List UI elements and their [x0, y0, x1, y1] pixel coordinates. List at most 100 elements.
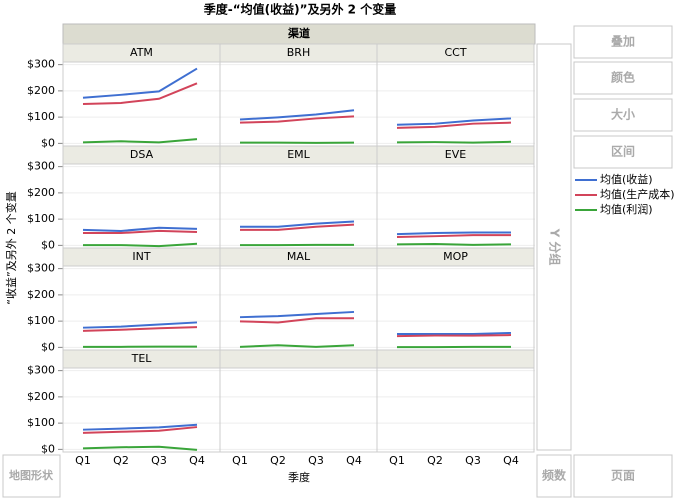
- y-tick-label: $100: [27, 110, 55, 123]
- panel: [62, 367, 221, 453]
- y-tick-label: $300: [27, 262, 55, 275]
- series-line: [83, 242, 198, 248]
- button-label[interactable]: 叠加: [611, 34, 635, 49]
- y-tick-label: $0: [41, 238, 55, 251]
- facet-name: ATM: [130, 46, 153, 59]
- x-tick-label: Q1: [232, 454, 248, 467]
- series-line: [397, 331, 512, 335]
- x-tick-label: Q1: [389, 454, 405, 467]
- y-tick-label: $0: [41, 136, 55, 149]
- series-line: [239, 344, 355, 348]
- series-line: [82, 423, 198, 431]
- facet-name: DSA: [130, 148, 154, 161]
- series-line: [239, 310, 355, 319]
- series-line: [240, 223, 355, 231]
- panel: [62, 265, 221, 351]
- x-tick-label: Q2: [113, 454, 129, 467]
- x-tick-label: Q4: [189, 454, 205, 467]
- button[interactable]: [573, 135, 673, 169]
- facet-name: TEL: [131, 352, 153, 365]
- facet-name: BRH: [287, 46, 310, 59]
- x-tick-label: Q2: [270, 454, 286, 467]
- series-line: [82, 321, 198, 329]
- series-line: [82, 67, 198, 99]
- panel: [219, 163, 378, 249]
- panel: [376, 61, 535, 147]
- series-line: [83, 229, 198, 235]
- drop-zone-label[interactable]: 页面: [611, 469, 635, 483]
- button[interactable]: [573, 98, 673, 132]
- y-tick-label: $300: [27, 58, 55, 71]
- series-line: [396, 334, 512, 338]
- series-line: [239, 317, 354, 324]
- chart-title: 季度-“均值(收益)”及另外 2 个变量: [203, 2, 396, 17]
- button-label[interactable]: 大小: [611, 107, 635, 122]
- y-tick-label: $300: [27, 364, 55, 377]
- series-line: [82, 426, 198, 434]
- y-tick-label: $300: [27, 160, 55, 173]
- facet-name: EML: [287, 148, 310, 161]
- series-line: [82, 82, 198, 105]
- panel: [376, 265, 535, 351]
- x-tick-label: Q3: [308, 454, 324, 467]
- series-line: [240, 220, 355, 228]
- drop-zone-label[interactable]: Y 分组: [548, 228, 563, 266]
- y-tick-label: $0: [41, 340, 55, 353]
- x-axis-title: 季度: [288, 470, 310, 484]
- panel: [62, 163, 221, 249]
- series-line: [82, 445, 198, 451]
- y-tick-label: $100: [27, 416, 55, 429]
- series-line: [396, 234, 511, 238]
- series-line: [396, 117, 512, 126]
- x-tick-label: Q4: [346, 454, 362, 467]
- facet-strip: [376, 349, 535, 369]
- drop-zone[interactable]: [536, 43, 572, 451]
- drop-zone[interactable]: [573, 454, 673, 498]
- button-label[interactable]: 区间: [611, 144, 635, 159]
- y-tick-label: $200: [27, 288, 55, 301]
- facet-name: INT: [132, 250, 150, 263]
- x-tick-label: Q1: [75, 454, 91, 467]
- drop-zone-label[interactable]: 频数: [542, 468, 567, 483]
- panel: [376, 367, 535, 453]
- panel: [219, 61, 378, 147]
- x-tick-label: Q2: [427, 454, 443, 467]
- y-tick-label: $0: [41, 442, 55, 455]
- facet-name: MOP: [443, 250, 468, 263]
- facet-label: 渠道: [288, 26, 310, 40]
- y-tick-label: $200: [27, 84, 55, 97]
- y-tick-label: $100: [27, 314, 55, 327]
- drop-zone-label[interactable]: 地图形状: [9, 468, 54, 482]
- facet-name: EVE: [445, 148, 466, 161]
- series-line: [82, 138, 198, 144]
- drop-zone[interactable]: [2, 454, 61, 498]
- panel: [219, 265, 378, 351]
- series-line: [239, 115, 355, 124]
- y-tick-label: $200: [27, 186, 55, 199]
- facet-name: CCT: [444, 46, 466, 59]
- facet-strip: [219, 349, 378, 369]
- legend-label: 均值(生产成本): [600, 187, 675, 201]
- legend-label: 均值(收益): [600, 172, 653, 186]
- series-line: [82, 226, 198, 232]
- series-line: [396, 140, 512, 144]
- series-line: [396, 121, 512, 129]
- x-tick-label: Q3: [151, 454, 167, 467]
- series-line: [396, 231, 511, 236]
- button[interactable]: [573, 61, 673, 95]
- button-label[interactable]: 颜色: [611, 70, 635, 85]
- x-tick-label: Q3: [465, 454, 481, 467]
- series-line: [396, 243, 512, 246]
- facet-name: MAL: [287, 250, 311, 263]
- legend-label: 均值(利润): [600, 202, 653, 216]
- y-axis-title: “收益”及另外 2 个变量: [4, 191, 18, 304]
- button[interactable]: [573, 25, 673, 59]
- y-tick-label: $200: [27, 390, 55, 403]
- panel: [219, 367, 378, 453]
- x-tick-label: Q4: [503, 454, 519, 467]
- y-tick-label: $100: [27, 212, 55, 225]
- drop-zone[interactable]: [536, 454, 572, 498]
- series-line: [239, 109, 355, 121]
